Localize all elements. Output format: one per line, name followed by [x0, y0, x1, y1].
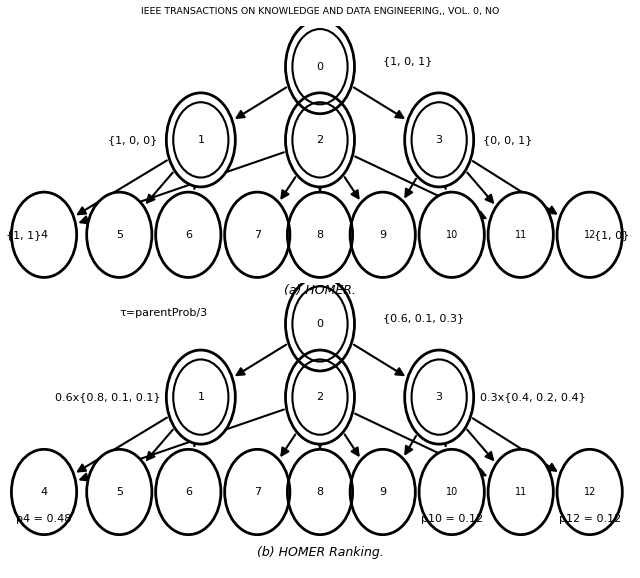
Text: IEEE TRANSACTIONS ON KNOWLEDGE AND DATA ENGINEERING,, VOL. 0, NO: IEEE TRANSACTIONS ON KNOWLEDGE AND DATA …	[141, 7, 499, 16]
Text: (b) HOMER Ranking.: (b) HOMER Ranking.	[257, 546, 383, 559]
Text: 7: 7	[253, 230, 261, 240]
Ellipse shape	[488, 192, 554, 277]
Ellipse shape	[287, 192, 353, 277]
Text: 5: 5	[116, 487, 123, 497]
Text: 3: 3	[436, 135, 443, 145]
Text: {1, 1}: {1, 1}	[6, 230, 42, 240]
Text: {0.6, 0.1, 0.3}: {0.6, 0.1, 0.3}	[383, 313, 464, 324]
Text: 8: 8	[316, 230, 324, 240]
Ellipse shape	[287, 449, 353, 535]
Text: {1, 0}: {1, 0}	[594, 230, 629, 240]
Ellipse shape	[166, 93, 236, 187]
Text: 11: 11	[515, 487, 527, 497]
Text: {1, 0, 1}: {1, 0, 1}	[383, 56, 432, 66]
Text: p10 = 0.12: p10 = 0.12	[420, 514, 483, 524]
Ellipse shape	[285, 350, 355, 444]
Text: 12: 12	[584, 230, 596, 240]
Text: 11: 11	[515, 230, 527, 240]
Text: 12: 12	[584, 487, 596, 497]
Ellipse shape	[285, 277, 355, 371]
Ellipse shape	[156, 449, 221, 535]
Ellipse shape	[285, 20, 355, 114]
Text: 0.3x{0.4, 0.2, 0.4}: 0.3x{0.4, 0.2, 0.4}	[480, 392, 586, 402]
Text: 9: 9	[379, 230, 387, 240]
Text: 8: 8	[316, 487, 324, 497]
Ellipse shape	[86, 449, 152, 535]
Ellipse shape	[12, 449, 77, 535]
Text: 6: 6	[185, 230, 192, 240]
Ellipse shape	[86, 192, 152, 277]
Ellipse shape	[404, 93, 474, 187]
Text: 3: 3	[436, 392, 443, 402]
Ellipse shape	[557, 449, 622, 535]
Ellipse shape	[419, 192, 484, 277]
Ellipse shape	[285, 93, 355, 187]
Text: 2: 2	[316, 135, 324, 145]
Text: p12 = 0.12: p12 = 0.12	[559, 514, 621, 524]
Ellipse shape	[225, 192, 290, 277]
Ellipse shape	[557, 192, 622, 277]
Text: 10: 10	[445, 230, 458, 240]
Ellipse shape	[225, 449, 290, 535]
Ellipse shape	[488, 449, 554, 535]
Ellipse shape	[166, 350, 236, 444]
Text: {1, 0, 0}: {1, 0, 0}	[108, 135, 157, 145]
Ellipse shape	[404, 350, 474, 444]
Text: 5: 5	[116, 230, 123, 240]
Text: 0: 0	[317, 62, 323, 72]
Ellipse shape	[156, 192, 221, 277]
Ellipse shape	[350, 449, 415, 535]
Text: p4 = 0.48: p4 = 0.48	[17, 514, 72, 524]
Text: 0.6x{0.8, 0.1, 0.1}: 0.6x{0.8, 0.1, 0.1}	[54, 392, 160, 402]
Text: (a) HOMER.: (a) HOMER.	[284, 284, 356, 297]
Text: 10: 10	[445, 487, 458, 497]
Ellipse shape	[12, 192, 77, 277]
Text: 1: 1	[197, 392, 204, 402]
Text: τ=parentProb/3: τ=parentProb/3	[119, 308, 207, 318]
Text: 2: 2	[316, 392, 324, 402]
Text: 4: 4	[40, 230, 47, 240]
Text: 9: 9	[379, 487, 387, 497]
Text: 6: 6	[185, 487, 192, 497]
Text: 7: 7	[253, 487, 261, 497]
Ellipse shape	[419, 449, 484, 535]
Text: {0, 0, 1}: {0, 0, 1}	[483, 135, 532, 145]
Text: 4: 4	[40, 487, 47, 497]
Text: 1: 1	[197, 135, 204, 145]
Text: 0: 0	[317, 319, 323, 329]
Ellipse shape	[350, 192, 415, 277]
